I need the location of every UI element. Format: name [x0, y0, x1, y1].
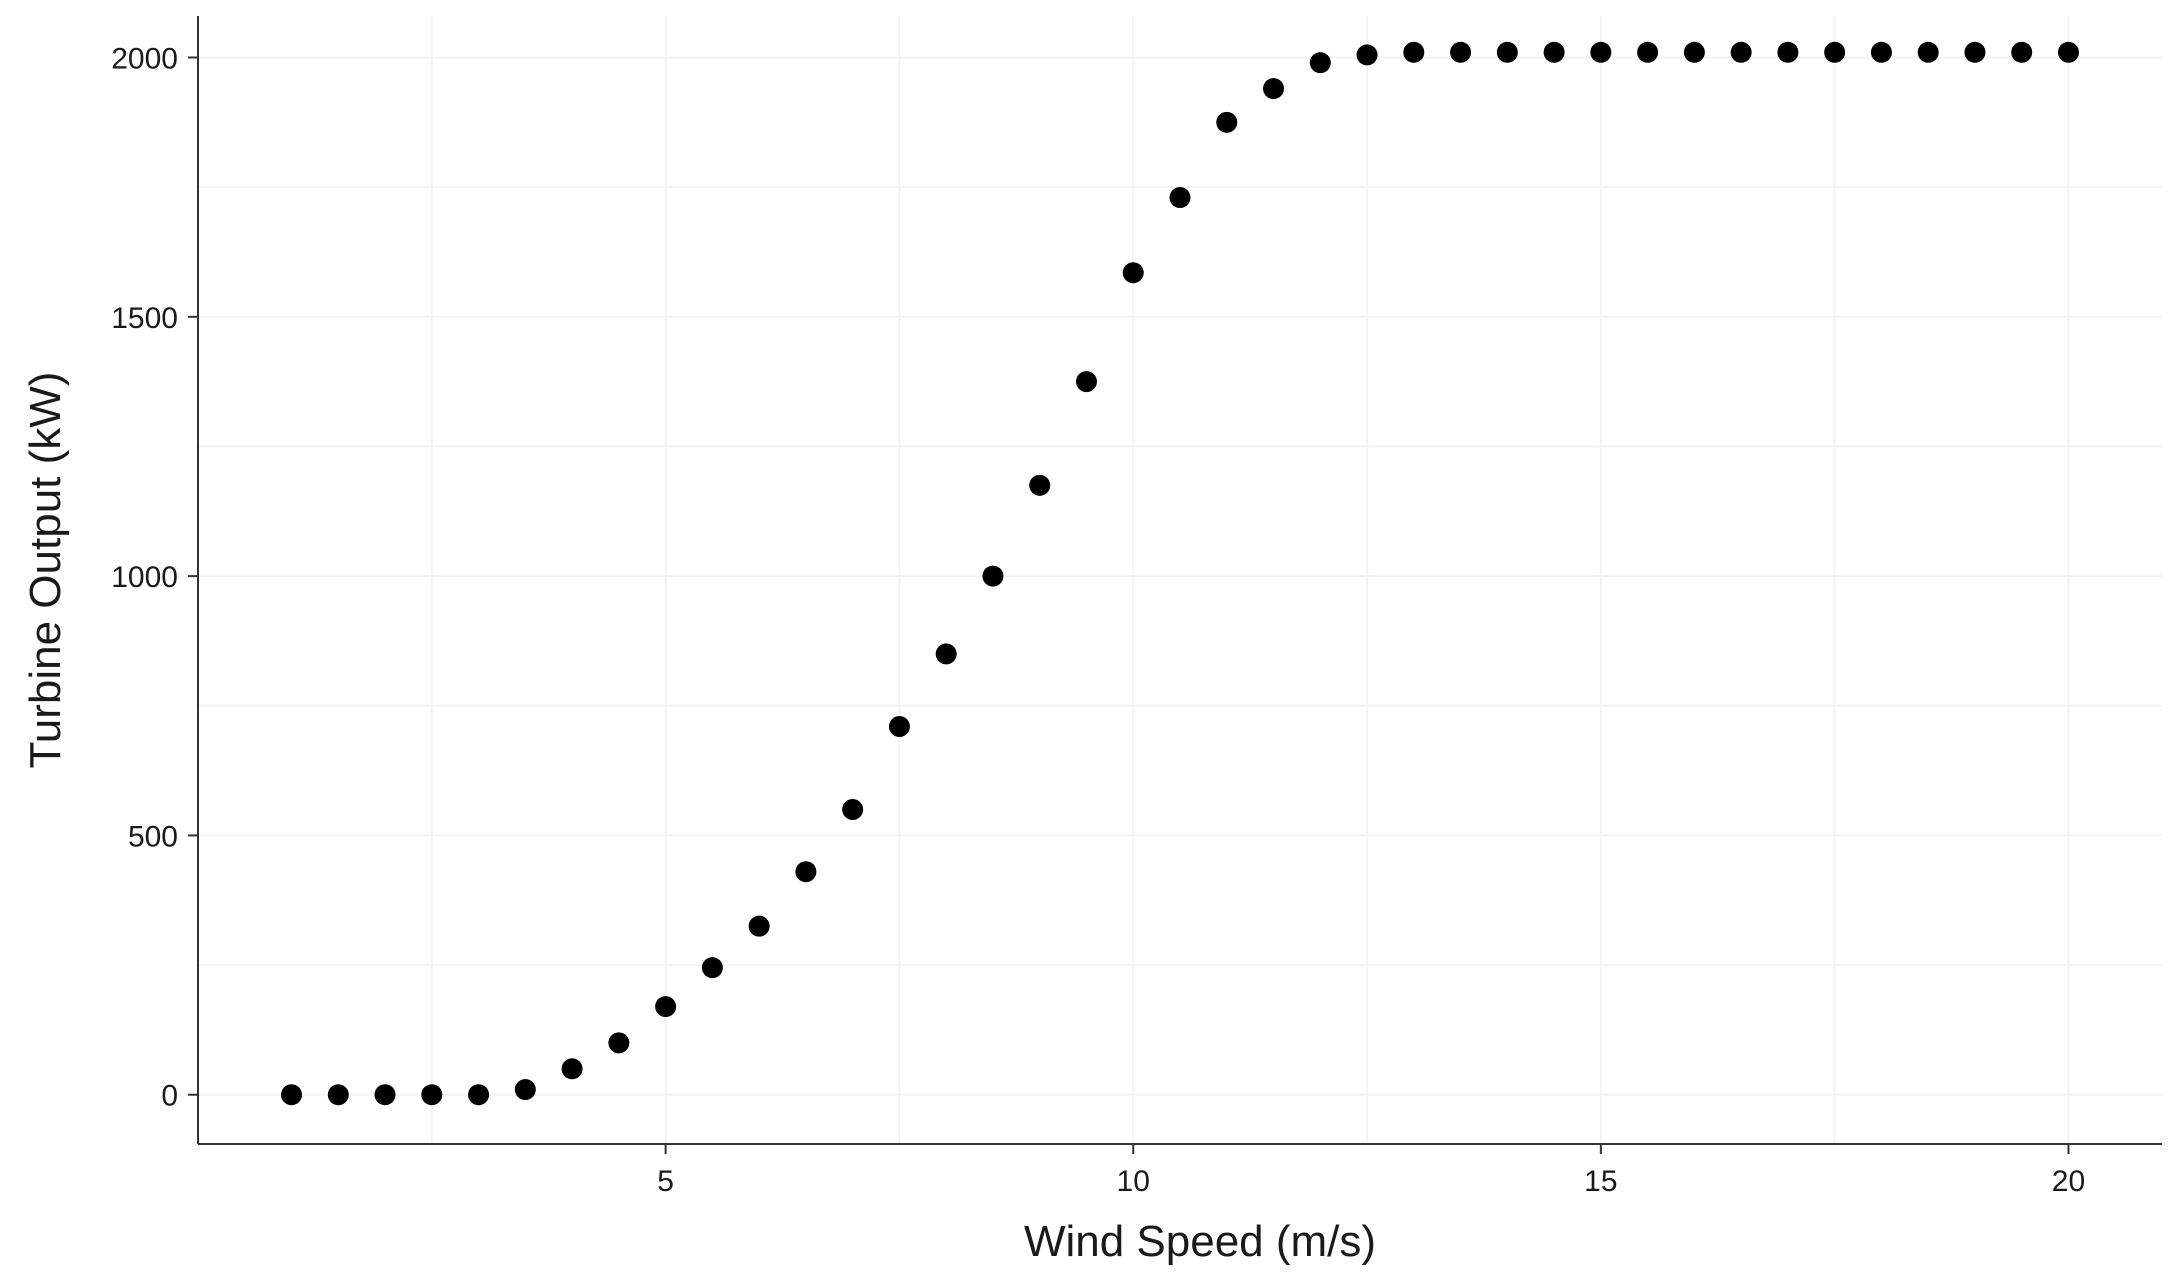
data-point	[655, 996, 677, 1018]
x-tick-label: 10	[1117, 1165, 1150, 1198]
data-point	[1964, 41, 1986, 63]
data-point	[1683, 41, 1705, 63]
data-point	[748, 915, 770, 937]
data-point	[468, 1084, 490, 1106]
y-tick-label: 2000	[111, 42, 178, 75]
data-point	[608, 1032, 630, 1054]
data-point	[1169, 187, 1191, 209]
data-point	[842, 798, 864, 820]
data-point	[1637, 41, 1659, 63]
data-point	[1590, 41, 1612, 63]
data-point	[1309, 52, 1331, 74]
data-point	[1777, 41, 1799, 63]
data-point	[701, 957, 723, 979]
data-point	[1730, 41, 1752, 63]
grid-lines	[198, 16, 2162, 1144]
x-tick-label: 5	[657, 1165, 674, 1198]
data-point	[2057, 41, 2079, 63]
data-point	[1824, 41, 1846, 63]
data-point	[1450, 41, 1472, 63]
data-point	[374, 1084, 396, 1106]
data-point	[561, 1058, 583, 1080]
data-point	[1216, 111, 1238, 133]
data-point	[421, 1084, 443, 1106]
x-axis-title: Wind Speed (m/s)	[1024, 1217, 1376, 1266]
data-point	[1403, 41, 1425, 63]
y-tick-label: 1000	[111, 561, 178, 594]
data-point	[1870, 41, 1892, 63]
data-point	[514, 1079, 536, 1101]
data-point	[281, 1084, 303, 1106]
data-point	[1543, 41, 1565, 63]
data-point	[935, 643, 957, 665]
y-tick-label: 1500	[111, 302, 178, 335]
y-tick-label: 0	[161, 1080, 178, 1113]
data-point	[1356, 44, 1378, 66]
data-points	[281, 41, 2079, 1106]
data-point	[982, 565, 1004, 587]
y-tick-label: 500	[128, 820, 178, 853]
tick-labels: 5 10 15 20 0 500 1000 1500 2000	[111, 42, 2085, 1198]
data-point	[795, 861, 817, 883]
data-point	[1263, 78, 1285, 100]
y-axis-title: Turbine Output (kW)	[21, 372, 70, 769]
data-point	[327, 1084, 349, 1106]
data-point	[1917, 41, 1939, 63]
data-point	[1029, 474, 1051, 496]
data-point	[1496, 41, 1518, 63]
x-tick-label: 20	[2052, 1165, 2085, 1198]
axes	[188, 16, 2162, 1154]
data-point	[1122, 262, 1144, 284]
data-point	[1075, 371, 1097, 393]
data-point	[888, 716, 910, 738]
x-tick-label: 15	[1584, 1165, 1617, 1198]
data-point	[2011, 41, 2033, 63]
